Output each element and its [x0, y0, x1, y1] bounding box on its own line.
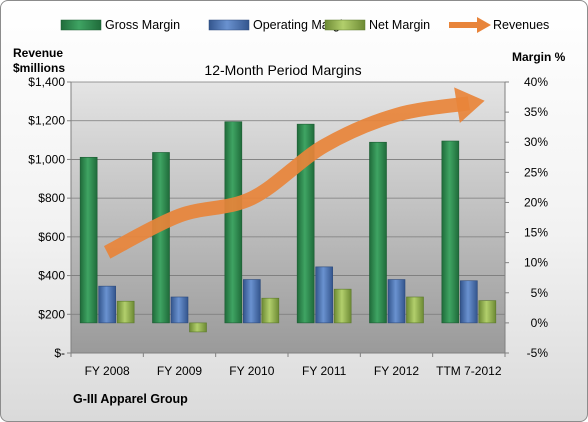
bar-net-margin [333, 288, 352, 324]
revenue-arrowhead [454, 87, 485, 123]
x-axis-tick-label: TTM 7-2012 [436, 364, 502, 378]
plot-area [71, 82, 505, 353]
legend-item-gross-margin: Gross Margin [60, 18, 180, 32]
bar-operating-margin [98, 285, 116, 324]
right-axis-tick-label: 10% [524, 256, 548, 270]
legend-label-net: Net Margin [369, 18, 430, 32]
legend-swatch-gross [60, 19, 102, 31]
bar-gross-margin [152, 152, 170, 324]
legend-item-net-margin: Net Margin [324, 18, 430, 32]
right-axis-tick-label: 15% [524, 226, 548, 240]
legend-item-revenues: Revenues [449, 17, 549, 33]
left-axis-tick-label: $1,200 [28, 114, 65, 128]
right-axis-tick-label: 20% [524, 195, 548, 209]
left-axis-tick-label: $600 [38, 230, 65, 244]
bar-net-margin [189, 322, 207, 333]
left-axis-tick-label: $1,000 [28, 152, 65, 166]
x-axis-tick-label: FY 2011 [302, 364, 347, 378]
left-axis-tick-label: $400 [38, 269, 65, 283]
x-axis-tick-label: FY 2010 [229, 364, 274, 378]
legend-swatch-operating [208, 19, 250, 31]
left-axis-title-line2: $millions [13, 61, 65, 75]
revenue-line [103, 96, 470, 259]
revenue-line-group [103, 87, 485, 259]
x-axis-tick-label: FY 2009 [157, 364, 202, 378]
right-axis-tick-label: 40% [524, 75, 548, 89]
legend-label-gross: Gross Margin [105, 18, 180, 32]
left-axis-tick-label: $1,400 [28, 75, 65, 89]
bar-net-margin [478, 300, 497, 324]
left-axis-tick-label: $- [54, 346, 65, 360]
bar-net-margin [116, 300, 135, 324]
bar-operating-margin [460, 280, 478, 324]
left-axis-title-line1: Revenue [13, 46, 63, 60]
legend: Gross Margin Operating Margin Net Margin… [60, 17, 549, 33]
bar-gross-margin [369, 141, 387, 324]
right-axis-tick-label: 30% [524, 135, 548, 149]
bar-operating-margin [170, 296, 189, 324]
left-axis-tick-label: $800 [38, 191, 65, 205]
x-axis-tick-label: FY 2012 [374, 364, 419, 378]
legend-swatch-net [324, 19, 366, 31]
right-axis-tick-label: 0% [531, 316, 549, 330]
right-axis-tick-label: 35% [524, 105, 548, 119]
company-name: G-III Apparel Group [73, 392, 188, 406]
right-axis-tick-label: 25% [524, 165, 548, 179]
axes-group: $- $200 $400 $600 $800 $1,000 $1,200 $1,400 -5% 0… [28, 75, 548, 378]
right-axis-title: Margin % [512, 50, 566, 64]
bar-operating-margin [243, 279, 261, 324]
bar-operating-margin [387, 279, 406, 324]
left-axis-tick-label: $200 [38, 307, 65, 321]
bar-net-margin [261, 297, 280, 324]
bar-gross-margin [441, 140, 460, 324]
bar-net-margin [406, 296, 424, 324]
right-axis-tick-label: -5% [527, 346, 549, 360]
x-axis-tick-label: FY 2008 [85, 364, 130, 378]
bar-operating-margin [315, 266, 333, 324]
right-axis-tick-label: 5% [531, 286, 549, 300]
legend-arrowhead [477, 17, 491, 33]
bars-group [79, 121, 497, 333]
bar-gross-margin [79, 156, 98, 324]
chart-title: 12-Month Period Margins [204, 62, 361, 78]
legend-label-revenues: Revenues [493, 18, 549, 32]
bar-gross-margin [296, 123, 315, 324]
bar-gross-margin [224, 121, 243, 324]
